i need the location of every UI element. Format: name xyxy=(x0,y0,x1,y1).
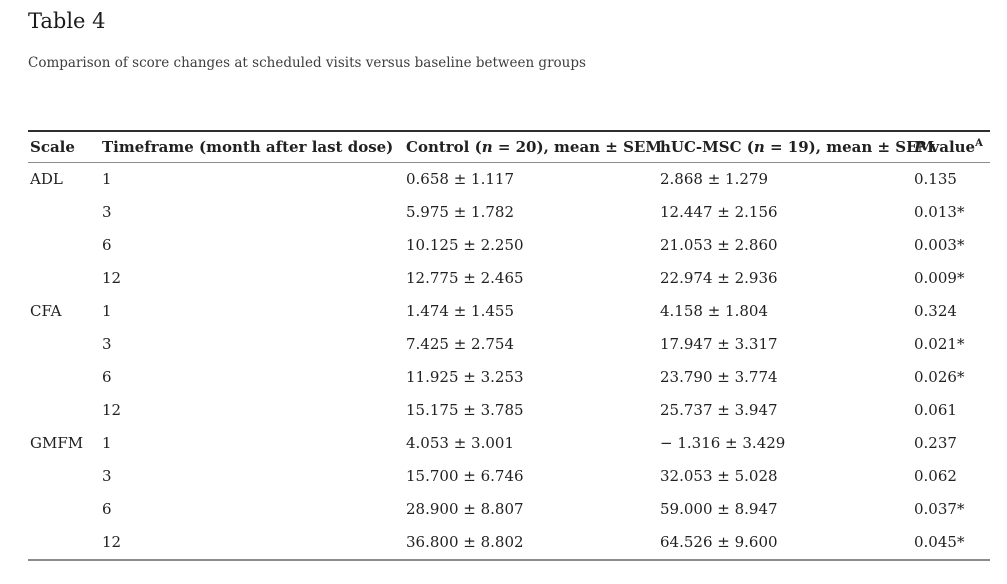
cell-control: 15.175 ± 3.785 xyxy=(406,401,524,419)
table-row: CFA 1 1.474 ± 1.455 4.158 ± 1.804 0.324 xyxy=(28,295,990,328)
cell-pvalue: 0.037* xyxy=(914,500,965,518)
cell-scale xyxy=(28,526,100,560)
column-header-hucmsc: hUC-MSC (n = 19), mean ± SEM xyxy=(658,131,934,163)
cell-control: 28.900 ± 8.807 xyxy=(406,500,524,518)
cell-control: 1.474 ± 1.455 xyxy=(406,302,514,320)
cell-control: 5.975 ± 1.782 xyxy=(406,203,514,221)
table-label: Table 4 xyxy=(28,9,106,33)
column-header-text: Timeframe (month after last dose) xyxy=(102,138,394,156)
column-header-text: n xyxy=(481,138,493,156)
cell-pvalue: 0.013* xyxy=(914,203,965,221)
cell-pvalue: 0.135 xyxy=(914,170,957,188)
cell-pvalue: 0.009* xyxy=(914,269,965,287)
cell-timeframe: 3 xyxy=(102,335,112,353)
cell-hucmsc: 59.000 ± 8.947 xyxy=(660,500,778,518)
cell-timeframe: 1 xyxy=(102,434,112,452)
cell-timeframe: 3 xyxy=(102,203,112,221)
cell-scale xyxy=(28,394,100,427)
cell-hucmsc: 64.526 ± 9.600 xyxy=(660,533,778,551)
cell-pvalue: 0.324 xyxy=(914,302,957,320)
cell-pvalue: 0.237 xyxy=(914,434,957,452)
cell-scale xyxy=(28,361,100,394)
cell-scale xyxy=(28,493,100,526)
cell-control: 7.425 ± 2.754 xyxy=(406,335,514,353)
cell-control: 10.125 ± 2.250 xyxy=(406,236,524,254)
column-header-text: = 19), mean ± SEM xyxy=(764,138,935,156)
cell-hucmsc: 21.053 ± 2.860 xyxy=(660,236,778,254)
data-table: Scale Timeframe (month after last dose) Co… xyxy=(28,130,990,561)
cell-scale xyxy=(28,262,100,295)
cell-scale xyxy=(28,328,100,361)
table-row: 6 11.925 ± 3.253 23.790 ± 3.774 0.026* xyxy=(28,361,990,394)
column-header-control: Control (n = 20), mean ± SEM xyxy=(404,131,662,163)
cell-pvalue: 0.061 xyxy=(914,401,957,419)
cell-control: 0.658 ± 1.117 xyxy=(406,170,514,188)
table-row: 12 15.175 ± 3.785 25.737 ± 3.947 0.061 xyxy=(28,394,990,427)
cell-timeframe: 1 xyxy=(102,170,112,188)
cell-scale xyxy=(28,196,100,229)
cell-scale: GMFM xyxy=(30,434,84,452)
cell-scale: CFA xyxy=(30,302,62,320)
cell-timeframe: 6 xyxy=(102,368,112,386)
table-row: 12 12.775 ± 2.465 22.974 ± 2.936 0.009* xyxy=(28,262,990,295)
column-header-text: P xyxy=(914,138,926,156)
column-header-pvalue: P valueA xyxy=(912,131,990,163)
table-row: ADL 1 0.658 ± 1.117 2.868 ± 1.279 0.135 xyxy=(28,163,990,197)
table-header-row: Scale Timeframe (month after last dose) Co… xyxy=(28,131,990,163)
cell-control: 4.053 ± 3.001 xyxy=(406,434,514,452)
column-header-text: value xyxy=(925,138,976,156)
table-row: GMFM 1 4.053 ± 3.001 − 1.316 ± 3.429 0.237 xyxy=(28,427,990,460)
cell-pvalue: 0.045* xyxy=(914,533,965,551)
cell-hucmsc: − 1.316 ± 3.429 xyxy=(660,434,786,452)
cell-scale: ADL xyxy=(30,170,63,188)
cell-timeframe: 6 xyxy=(102,500,112,518)
cell-timeframe: 6 xyxy=(102,236,112,254)
cell-pvalue: 0.026* xyxy=(914,368,965,386)
table-caption: Comparison of score changes at scheduled… xyxy=(28,55,586,71)
column-header-text: Control ( xyxy=(406,138,482,156)
column-header-timeframe: Timeframe (month after last dose) xyxy=(100,131,404,163)
cell-control: 12.775 ± 2.465 xyxy=(406,269,524,287)
cell-pvalue: 0.062 xyxy=(914,467,957,485)
cell-pvalue: 0.021* xyxy=(914,335,965,353)
column-header-text: = 20), mean ± SEM xyxy=(492,138,662,156)
cell-hucmsc: 2.868 ± 1.279 xyxy=(660,170,768,188)
cell-hucmsc: 12.447 ± 2.156 xyxy=(660,203,778,221)
cell-control: 36.800 ± 8.802 xyxy=(406,533,524,551)
cell-timeframe: 12 xyxy=(102,533,122,551)
cell-hucmsc: 4.158 ± 1.804 xyxy=(660,302,768,320)
cell-hucmsc: 32.053 ± 5.028 xyxy=(660,467,778,485)
cell-control: 11.925 ± 3.253 xyxy=(406,368,524,386)
cell-scale xyxy=(28,229,100,262)
table-row: 3 15.700 ± 6.746 32.053 ± 5.028 0.062 xyxy=(28,460,990,493)
table-row: 6 10.125 ± 2.250 21.053 ± 2.860 0.003* xyxy=(28,229,990,262)
cell-timeframe: 3 xyxy=(102,467,112,485)
column-header-text: Scale xyxy=(30,138,75,156)
cell-hucmsc: 25.737 ± 3.947 xyxy=(660,401,778,419)
table-row: 6 28.900 ± 8.807 59.000 ± 8.947 0.037* xyxy=(28,493,990,526)
table-row: 3 7.425 ± 2.754 17.947 ± 3.317 0.021* xyxy=(28,328,990,361)
cell-control: 15.700 ± 6.746 xyxy=(406,467,524,485)
column-header-text: hUC-MSC ( xyxy=(660,138,754,156)
cell-hucmsc: 22.974 ± 2.936 xyxy=(660,269,778,287)
article-table-section: Table 4 Comparison of score changes at s… xyxy=(28,9,990,561)
cell-timeframe: 12 xyxy=(102,401,122,419)
cell-scale xyxy=(28,460,100,493)
cell-hucmsc: 17.947 ± 3.317 xyxy=(660,335,778,353)
cell-timeframe: 12 xyxy=(102,269,122,287)
cell-pvalue: 0.003* xyxy=(914,236,965,254)
cell-hucmsc: 23.790 ± 3.774 xyxy=(660,368,778,386)
table-row: 12 36.800 ± 8.802 64.526 ± 9.600 0.045* xyxy=(28,526,990,560)
column-header-scale: Scale xyxy=(28,131,100,163)
cell-timeframe: 1 xyxy=(102,302,112,320)
table-row: 3 5.975 ± 1.782 12.447 ± 2.156 0.013* xyxy=(28,196,990,229)
column-header-text: A xyxy=(975,138,983,149)
column-header-text: n xyxy=(753,138,765,156)
